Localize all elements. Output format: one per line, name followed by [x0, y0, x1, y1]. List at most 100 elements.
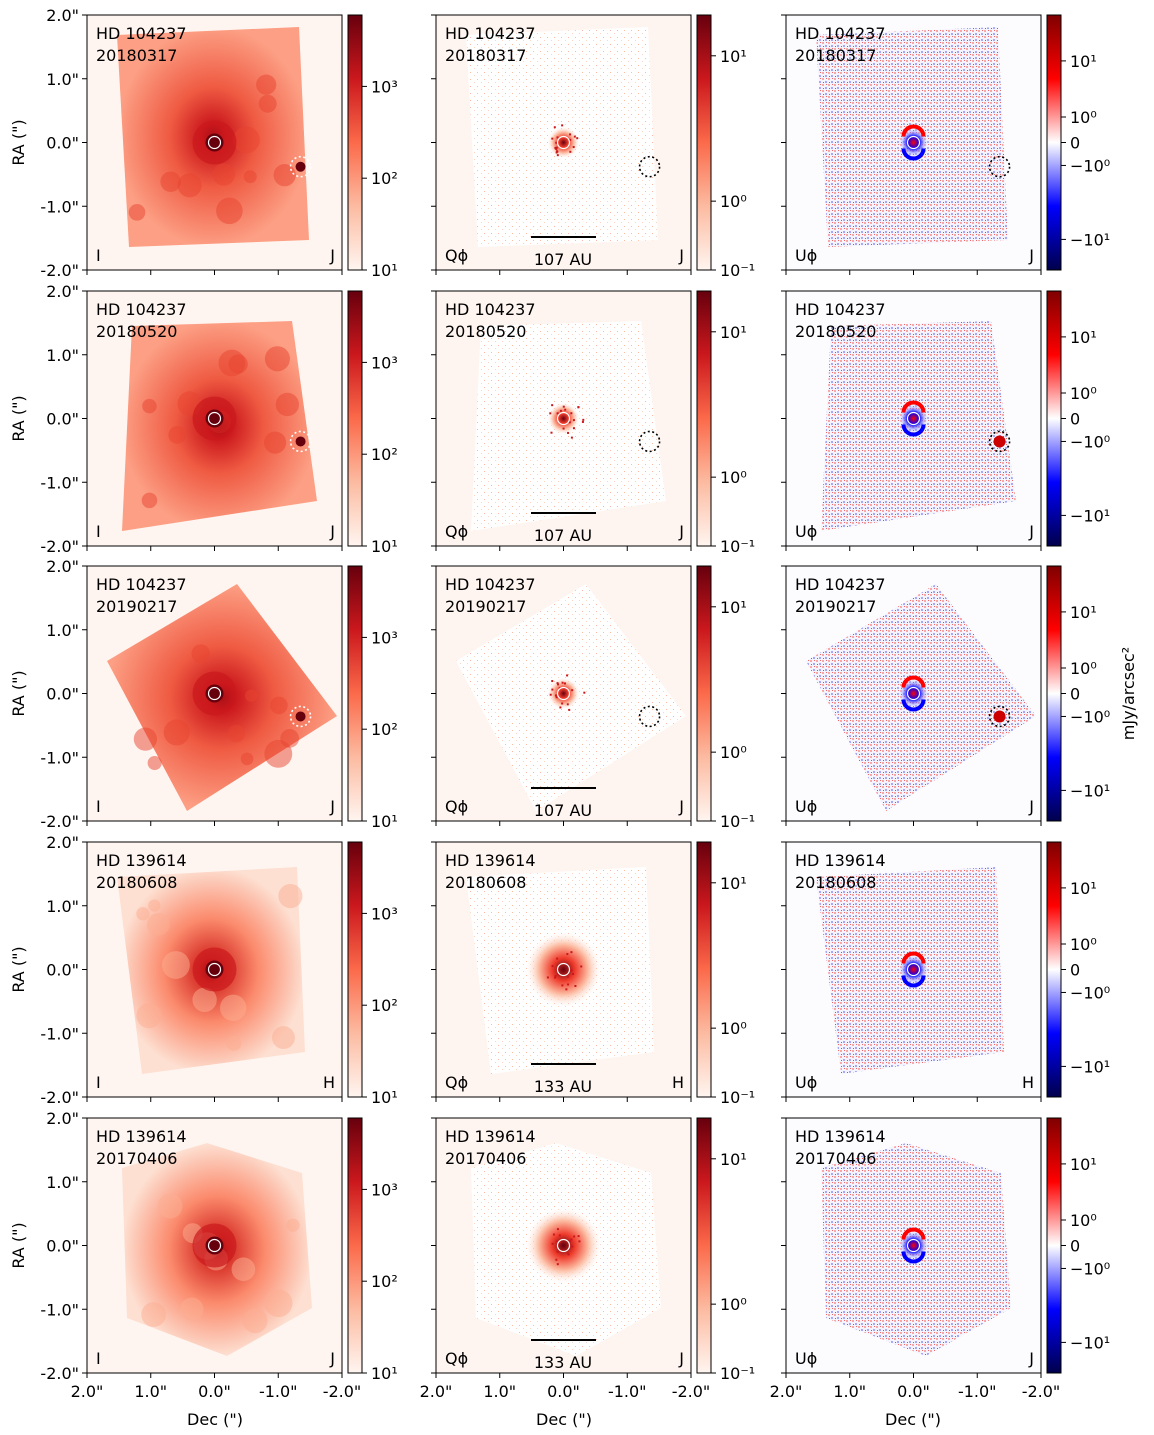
speckle-pixel	[569, 133, 572, 136]
scale-bar-label: 133 AU	[534, 1077, 592, 1096]
y-tick-label: 2.0"	[46, 557, 79, 576]
speckle-pixel	[551, 680, 554, 683]
y-tick-label: 2.0"	[46, 6, 79, 25]
panel-r3-uphi: HD 104237 20190217 Uϕ J 10¹ 10⁰ 0 −10⁰ −10¹ mJy/a…	[781, 565, 1138, 826]
x-axis-label-col-3: Dec (")	[885, 1410, 941, 1429]
date-label: 20190217	[96, 597, 177, 616]
colorbar-gradient	[347, 841, 363, 1098]
speckle-pixel	[569, 138, 572, 141]
speckle-pixel	[567, 983, 570, 986]
colorbar-tick-label: 10¹	[1070, 52, 1097, 71]
speckle-pixel	[582, 418, 585, 421]
colorbar-gradient	[347, 565, 363, 822]
panel-r5-qphi: HD 139614 20170406 Qϕ J 133 AU 2.0" 1.0" 0.0" -1…	[420, 1117, 755, 1401]
colorbar-gradient	[696, 14, 712, 271]
band-label: J	[329, 522, 335, 541]
colorbar-tick-label: 10¹	[1070, 879, 1097, 898]
target-label: HD 139614	[445, 1127, 536, 1146]
speckle-blob	[192, 987, 217, 1012]
colorbar: 10¹ 10² 10³	[347, 1117, 398, 1383]
companion-marker	[988, 155, 1011, 178]
target-label: HD 104237	[445, 575, 536, 594]
speckle-pixel	[566, 975, 569, 978]
speckle-blob	[216, 197, 243, 225]
colorbar-gradient	[1046, 290, 1062, 547]
uphi-positive-lobe	[901, 951, 926, 964]
stokes-label: I	[96, 1073, 101, 1092]
panel-r1-stokes-i: HD 104237 20180317 I J 2.0" 1.0" 0.0" -1.0" -2.0…	[9, 6, 398, 280]
speckle-blob	[258, 94, 277, 113]
target-label: HD 104237	[96, 24, 187, 43]
uphi-negative-lobe	[901, 1251, 926, 1264]
colorbar-tick-label: −10¹	[1070, 1057, 1110, 1076]
y-tick-label: 1.0"	[46, 897, 79, 916]
panel-r5-uphi: HD 139614 20170406 Uϕ J 2.0" 1.0" 0.0" -1.0" -2.…	[770, 1117, 1110, 1401]
coronagraph-mask	[207, 962, 222, 977]
speckle-pixel	[555, 151, 558, 154]
speckle-pixel	[554, 974, 557, 977]
band-label: J	[1028, 797, 1034, 816]
date-label: 20180520	[445, 322, 526, 341]
speckle-pixel	[555, 1240, 558, 1243]
x-tick-label: 0.0"	[547, 1382, 580, 1401]
x-tick-label: -1.0"	[608, 1382, 647, 1401]
speckle-pixel	[564, 408, 567, 411]
coronagraph-mask	[207, 686, 222, 701]
uphi-positive-lobe	[901, 675, 926, 688]
uphi-negative-lobe	[901, 975, 926, 988]
scale-bar-label: 107 AU	[534, 250, 592, 269]
scale-bar-label: 107 AU	[534, 801, 592, 820]
colorbar: 10¹ 10² 10³	[347, 565, 398, 831]
uphi-positive-lobe	[901, 124, 926, 137]
colorbar: 10⁻¹ 10⁰ 10¹	[696, 1117, 755, 1383]
speckle-pixel	[559, 1241, 562, 1244]
colorbar-tick-label: 10²	[371, 996, 398, 1015]
speckle-pixel	[577, 1235, 580, 1238]
coronagraph-mask	[906, 962, 921, 977]
colorbar-tick-label: −10⁰	[1070, 432, 1110, 451]
colorbar: 10⁻¹ 10⁰ 10¹	[696, 565, 755, 831]
uphi-residual	[898, 127, 929, 158]
colorbar-gradient	[347, 290, 363, 547]
speckle-blob	[280, 729, 300, 748]
speckle-pixel	[554, 694, 557, 697]
companion-source	[295, 161, 306, 172]
x-tick-label: -1.0"	[958, 1382, 997, 1401]
speckle-pixel	[561, 681, 564, 684]
colorbar-tick-label: 10⁰	[720, 1295, 747, 1314]
y-tick-label: -1.0"	[40, 473, 79, 492]
uphi-positive-lobe	[901, 1227, 926, 1240]
x-tick-label: 2.0"	[770, 1382, 803, 1401]
y-axis-label: RA (")	[9, 395, 28, 441]
speckle-pixel	[572, 972, 575, 975]
x-tick-label: -2.0"	[1022, 1382, 1061, 1401]
speckle-blob	[244, 689, 258, 702]
colorbar-tick-label: 10¹	[1070, 1155, 1097, 1174]
colorbar-tick-label: 10¹	[371, 1088, 398, 1107]
uphi-residual	[898, 403, 929, 434]
colorbar-gradient	[696, 1117, 712, 1374]
polarized-halo	[525, 931, 602, 1008]
colorbar-gradient	[696, 565, 712, 822]
colorbar-gradient	[1046, 14, 1062, 271]
companion-marker	[638, 155, 661, 178]
panel-r3-qphi: HD 104237 20190217 Qϕ J 107 AU 10⁻¹ 10⁰ 10¹	[431, 565, 755, 831]
speckle-pixel	[565, 988, 568, 991]
speckle-blob	[142, 398, 157, 414]
date-label: 20170406	[96, 1149, 177, 1168]
speckle-pixel	[562, 405, 565, 408]
speckle-pixel	[570, 1238, 573, 1241]
target-label: HD 139614	[445, 851, 536, 870]
speckle-pixel	[572, 427, 575, 430]
x-tick-label: 1.0"	[833, 1382, 866, 1401]
colorbar-tick-label: −10¹	[1070, 230, 1110, 249]
speckle-pixel	[576, 137, 579, 140]
speckle-pixel	[549, 693, 552, 696]
coronagraph-mask	[906, 686, 921, 701]
speckle-pixel	[568, 421, 571, 424]
speckle-blob	[136, 1003, 162, 1029]
colorbar-tick-label: 0	[1070, 685, 1080, 704]
y-axis-label: RA (")	[9, 1222, 28, 1268]
speckle-pixel	[555, 969, 558, 972]
y-tick-label: -1.0"	[40, 748, 79, 767]
